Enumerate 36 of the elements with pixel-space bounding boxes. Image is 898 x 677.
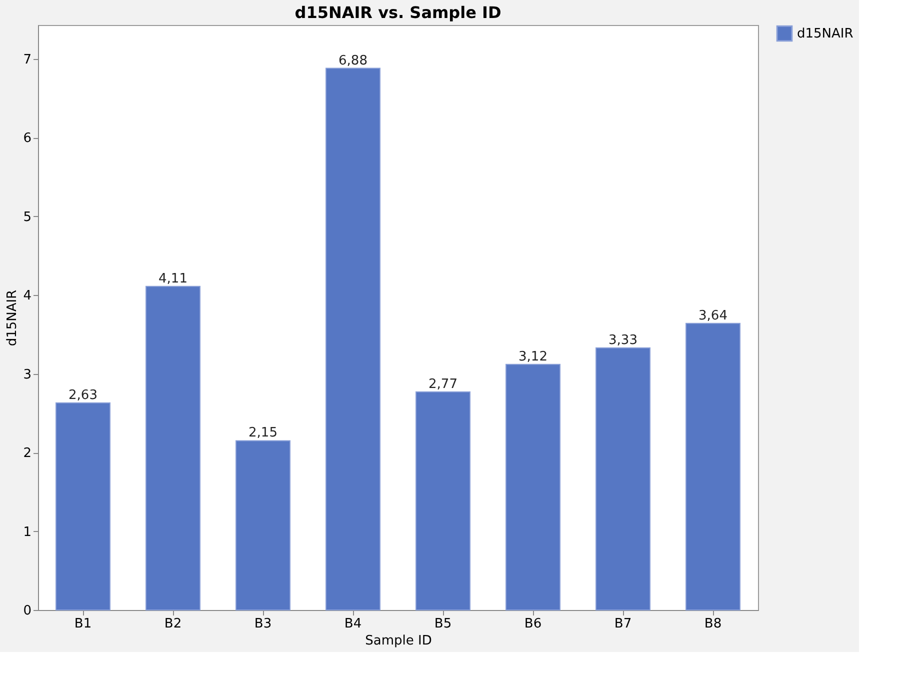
y-tick-label: 0 bbox=[23, 604, 32, 618]
bar bbox=[506, 364, 560, 610]
legend-label: d15NAIR bbox=[797, 26, 854, 42]
y-tick-label: 7 bbox=[23, 52, 32, 68]
x-tick-label: B2 bbox=[164, 616, 182, 632]
bar bbox=[326, 68, 380, 610]
data-label: 3,33 bbox=[608, 332, 638, 348]
x-tick-label: B3 bbox=[254, 616, 272, 632]
x-tick-label: B4 bbox=[344, 616, 362, 632]
bar bbox=[56, 402, 110, 610]
x-tick-label: B6 bbox=[524, 616, 542, 632]
data-label: 6,88 bbox=[338, 53, 368, 68]
bar bbox=[146, 286, 200, 610]
x-tick-label: B5 bbox=[434, 616, 452, 632]
data-label: 2,63 bbox=[68, 388, 98, 403]
x-tick-label: B8 bbox=[704, 616, 722, 632]
y-tick-label: 1 bbox=[23, 524, 32, 540]
y-axis-title: d15NAIR bbox=[5, 290, 20, 346]
y-tick-label: 2 bbox=[23, 446, 32, 462]
data-label: 3,12 bbox=[518, 349, 548, 364]
data-label: 2,77 bbox=[428, 376, 458, 392]
bar bbox=[236, 440, 290, 610]
data-label: 4,11 bbox=[158, 271, 188, 286]
x-axis-title: Sample ID bbox=[365, 634, 432, 648]
y-tick-label: 6 bbox=[23, 131, 32, 146]
data-label: 2,15 bbox=[248, 426, 278, 441]
y-tick-label: 4 bbox=[23, 288, 32, 304]
bar bbox=[416, 391, 470, 610]
x-tick-label: B1 bbox=[74, 616, 92, 632]
bar bbox=[686, 322, 740, 610]
x-tick-label: B7 bbox=[614, 616, 632, 632]
data-label: 3,64 bbox=[698, 308, 728, 324]
y-tick-label: 3 bbox=[23, 367, 32, 382]
y-tick-label: 5 bbox=[23, 210, 32, 225]
chart-title: d15NAIR vs. Sample ID bbox=[294, 3, 502, 22]
bar bbox=[596, 347, 650, 610]
